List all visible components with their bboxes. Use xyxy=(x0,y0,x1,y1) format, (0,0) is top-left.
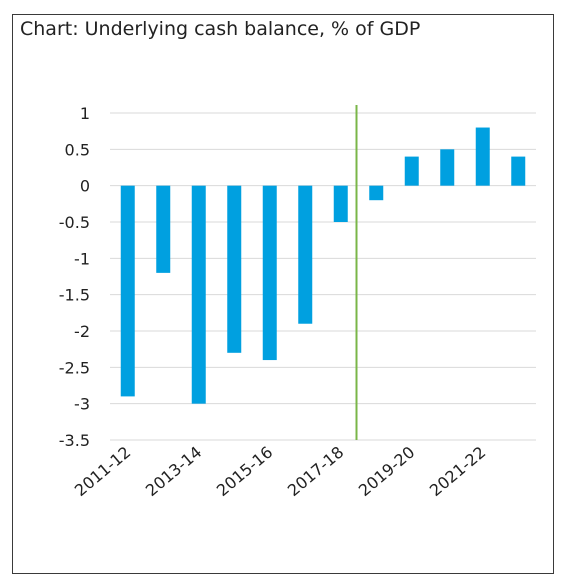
x-tick-label: 2017-18 xyxy=(284,443,347,501)
x-tick-label: 2011-12 xyxy=(71,443,134,501)
y-tick-label: 1 xyxy=(80,104,90,123)
y-tick-label: -3.5 xyxy=(59,431,90,450)
x-tick-label: 2015-16 xyxy=(213,443,276,501)
bar-2021-22 xyxy=(475,127,490,186)
bar-2016-17 xyxy=(298,185,313,324)
y-tick-label: 0 xyxy=(80,177,90,196)
bar-2011-12 xyxy=(120,185,135,397)
y-axis-ticks: 1 0.5 0 -0.5 -1 -1.5 -2 -2.5 -3 -3.5 xyxy=(59,104,90,450)
y-tick-label: -1.5 xyxy=(59,286,90,305)
x-tick-label: 2021-22 xyxy=(426,443,489,501)
bar-2020-21 xyxy=(440,149,455,186)
bar-2022-23 xyxy=(511,156,526,186)
x-tick-label: 2019-20 xyxy=(355,443,418,501)
x-tick-label: 2013-14 xyxy=(142,443,205,501)
bar-2014-15 xyxy=(227,185,242,353)
bar-2013-14 xyxy=(191,185,206,404)
y-tick-label: -2 xyxy=(74,322,90,341)
bars xyxy=(120,127,526,404)
y-tick-label: 0.5 xyxy=(65,140,90,159)
bar-2012-13 xyxy=(156,185,171,273)
y-tick-label: -3 xyxy=(74,395,90,414)
chart-title: Chart: Underlying cash balance, % of GDP xyxy=(20,18,421,40)
gridlines xyxy=(110,112,536,441)
bar-2018-19 xyxy=(369,185,384,201)
y-tick-label: -0.5 xyxy=(59,213,90,232)
y-tick-label: -1 xyxy=(74,249,90,268)
bar-2019-20 xyxy=(404,156,419,186)
y-tick-label: -2.5 xyxy=(59,358,90,377)
x-axis-ticks: 2011-12 2013-14 2015-16 2017-18 2019-20 2021-… xyxy=(71,443,489,501)
chart-frame xyxy=(12,14,554,574)
bar-2015-16 xyxy=(262,185,277,361)
bar-2017-18 xyxy=(333,185,348,222)
